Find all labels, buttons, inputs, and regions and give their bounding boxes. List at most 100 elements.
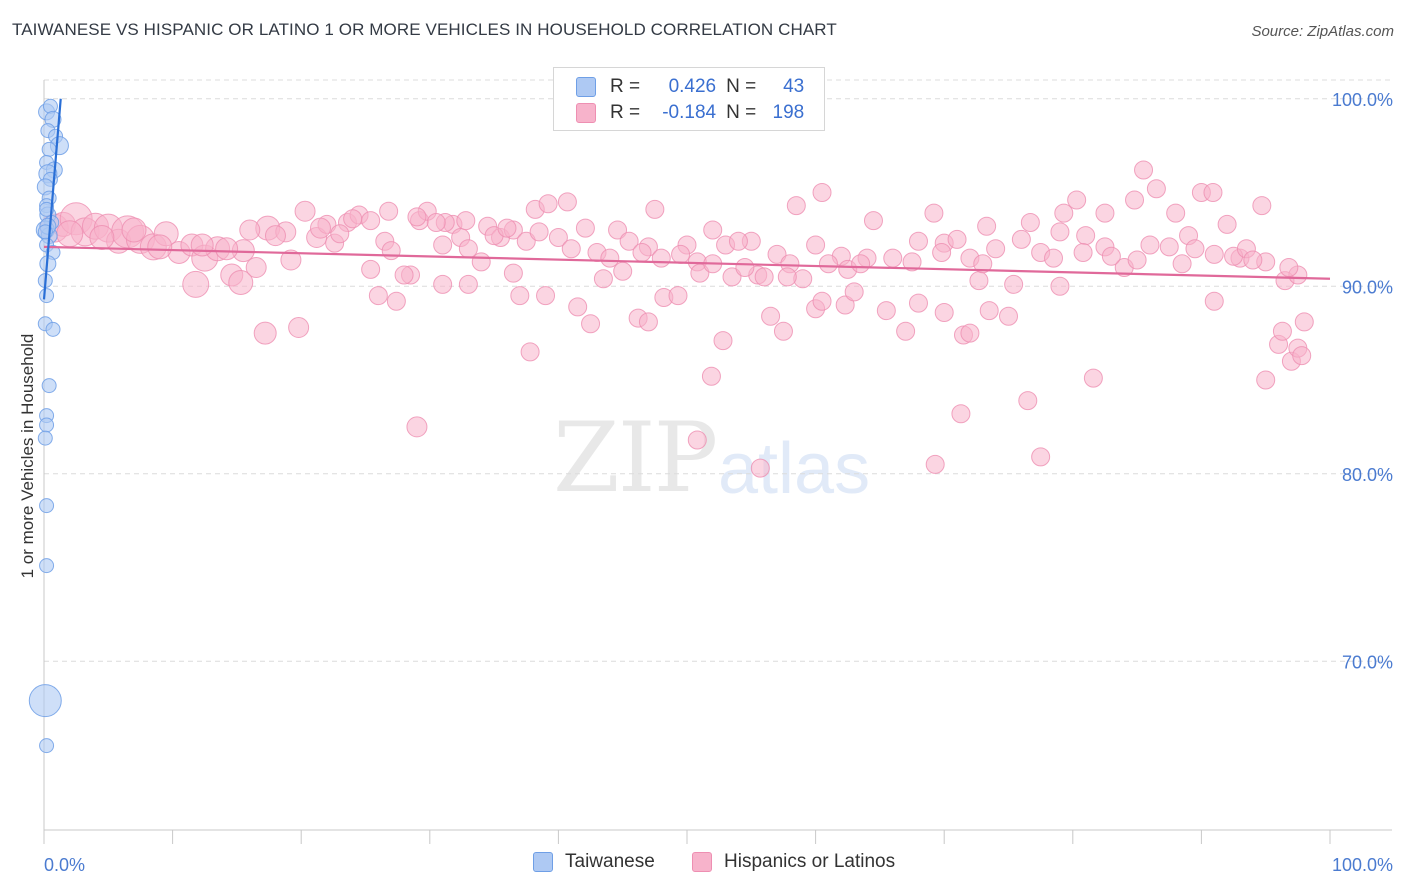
hispanic-point: [581, 314, 601, 334]
hispanic-point: [215, 237, 239, 261]
legend-r-value: -0.184: [662, 102, 717, 123]
hispanic-point: [343, 209, 363, 229]
taiwanese-point: [41, 378, 57, 394]
hispanic-point: [253, 321, 277, 345]
hispanic-point: [121, 217, 147, 243]
hispanic-point: [876, 301, 896, 321]
hispanic-point: [924, 203, 944, 223]
hispanic-point: [1252, 196, 1272, 216]
hispanic-point: [973, 254, 993, 274]
hispanic-point: [668, 286, 688, 306]
hispanic-point: [510, 286, 530, 306]
hispanic-point: [1204, 244, 1224, 264]
y-tick-label: 70.0%: [1342, 652, 1393, 672]
hispanic-point: [426, 213, 446, 232]
hispanic-point: [1243, 250, 1263, 270]
hispanic-point: [671, 244, 691, 264]
hispanic-point: [593, 269, 613, 289]
hispanic-point: [147, 234, 173, 260]
legend-item-hispanic[interactable]: Hispanics or Latinos: [692, 851, 895, 873]
hispanic-point: [1125, 190, 1145, 210]
watermark-zip: ZIP: [553, 402, 718, 514]
hispanic-point: [600, 248, 620, 268]
hispanic-point: [548, 228, 568, 247]
hispanic-point: [239, 219, 261, 241]
hispanic-point: [568, 297, 588, 317]
hispanic-point: [761, 306, 781, 326]
hispanic-point: [1054, 203, 1074, 223]
taiwanese-trend-line: [42, 98, 62, 300]
hispanic-point: [1083, 368, 1103, 388]
hispanic-point: [608, 220, 628, 240]
hispanic-point: [754, 267, 774, 287]
hispanic-point: [908, 293, 928, 313]
hispanic-point: [999, 306, 1018, 326]
hispanic-point: [777, 267, 797, 287]
hispanic-point: [1185, 239, 1205, 259]
hispanic-point: [264, 225, 286, 247]
hispanic-point: [806, 235, 826, 255]
hispanic-point: [1050, 276, 1070, 296]
taiwanese-point: [39, 738, 55, 754]
legend-row-hispanic: R = -0.184 N = 198: [576, 99, 804, 127]
hispanic-point: [908, 231, 928, 251]
hispanic-point: [394, 265, 414, 285]
hispanic-point: [406, 416, 428, 438]
hispanic-point: [520, 342, 540, 362]
hispanic-point: [812, 291, 832, 311]
legend-n-label: N =: [726, 76, 757, 97]
taiwanese-point: [39, 417, 55, 433]
hispanic-point: [1272, 321, 1292, 341]
y-tick-label: 80.0%: [1342, 465, 1393, 485]
legend-row-taiwanese: R = 0.426 N = 43: [576, 73, 804, 101]
legend-r-label: R =: [610, 102, 641, 123]
hispanic-point: [1011, 229, 1031, 249]
hispanic-point: [932, 243, 952, 262]
hispanic-point: [1031, 447, 1051, 467]
hispanic-point: [471, 252, 491, 272]
hispanic-point: [703, 220, 723, 240]
hispanic-point: [977, 216, 997, 236]
hispanic-point: [713, 331, 733, 351]
hispanic-point: [538, 194, 558, 214]
hispanic-point: [379, 201, 399, 221]
hispanic-point: [979, 301, 999, 321]
hispanic-point: [851, 254, 871, 274]
hispanic-point: [1044, 248, 1064, 268]
y-tick-label: 90.0%: [1342, 277, 1393, 297]
hispanic-point: [750, 458, 770, 478]
hispanic-point: [456, 211, 476, 231]
hispanic-point: [386, 291, 406, 311]
hispanic-point: [516, 231, 536, 251]
legend-item-taiwanese[interactable]: Taiwanese: [533, 851, 655, 873]
hispanic-point: [722, 267, 742, 287]
hispanic-point: [245, 257, 267, 278]
hispanic-point: [934, 303, 954, 322]
taiwanese-point: [39, 288, 55, 304]
hispanic-point: [1256, 370, 1276, 390]
y-tick-label: 100.0%: [1332, 90, 1393, 110]
hispanic-point: [361, 211, 381, 231]
hispanic-point: [1020, 213, 1040, 232]
hispanic-point: [960, 323, 980, 343]
hispanic-point: [330, 224, 350, 244]
taiwanese-point: [37, 430, 53, 446]
hispanic-point: [619, 231, 639, 251]
trend-lines: [42, 98, 1331, 300]
hispanic-point: [433, 235, 453, 255]
hispanic-point: [645, 199, 665, 219]
hispanic-point: [863, 211, 883, 231]
hispanic-point: [575, 218, 595, 238]
axes: [43, 80, 1392, 844]
legend-swatch-taiwanese: [533, 852, 553, 872]
hispanic-point: [812, 183, 832, 202]
hispanic-point: [529, 222, 549, 242]
hispanic-point: [407, 207, 427, 227]
watermark-atlas: atlas: [718, 429, 871, 509]
hispanic-point: [361, 259, 381, 279]
hispanic-point: [687, 430, 707, 450]
hispanic-point: [1127, 250, 1147, 270]
hispanic-point: [651, 248, 671, 268]
legend-r-label: R =: [610, 76, 641, 97]
hispanic-point: [1050, 222, 1070, 242]
